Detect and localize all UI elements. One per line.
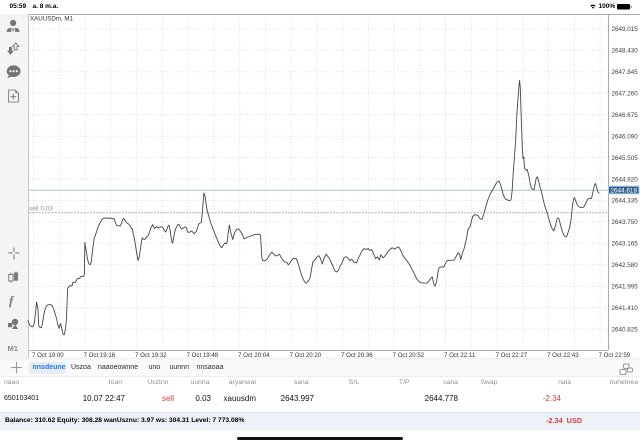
svg-text:7 Oct 20:20: 7 Oct 20:20 bbox=[290, 352, 322, 359]
svg-text:7 Oct 22:11: 7 Oct 22:11 bbox=[444, 352, 476, 359]
svg-text:2641.410: 2641.410 bbox=[612, 305, 639, 312]
svg-text:2646.090: 2646.090 bbox=[612, 133, 639, 140]
svg-text:XAUUSDm, M1: XAUUSDm, M1 bbox=[30, 16, 74, 23]
svg-text:2643.165: 2643.165 bbox=[612, 241, 639, 248]
svg-text:sell 0.03: sell 0.03 bbox=[29, 206, 53, 213]
svg-text:2646.675: 2646.675 bbox=[612, 112, 639, 119]
svg-text:2640.825: 2640.825 bbox=[612, 326, 639, 333]
svg-text:2649.015: 2649.015 bbox=[612, 26, 639, 33]
svg-text:2644.920: 2644.920 bbox=[612, 176, 639, 183]
svg-text:7 Oct 20:52: 7 Oct 20:52 bbox=[393, 352, 425, 359]
svg-text:2643.750: 2643.750 bbox=[612, 219, 639, 226]
svg-text:2648.430: 2648.430 bbox=[612, 48, 639, 55]
svg-text:7 Oct 19:00: 7 Oct 19:00 bbox=[32, 352, 64, 359]
svg-text:2641.995: 2641.995 bbox=[612, 284, 639, 291]
svg-text:2647.845: 2647.845 bbox=[612, 69, 639, 76]
svg-text:7 Oct 19:16: 7 Oct 19:16 bbox=[84, 352, 116, 359]
svg-text:2647.260: 2647.260 bbox=[612, 90, 639, 97]
svg-text:7 Oct 22:43: 7 Oct 22:43 bbox=[547, 352, 579, 359]
svg-text:7 Oct 22:27: 7 Oct 22:27 bbox=[496, 352, 528, 359]
svg-text:2644.335: 2644.335 bbox=[612, 198, 639, 205]
svg-text:7 Oct 20:04: 7 Oct 20:04 bbox=[238, 352, 270, 359]
svg-text:7 Oct 19:48: 7 Oct 19:48 bbox=[187, 352, 219, 359]
svg-text:7 Oct 20:36: 7 Oct 20:36 bbox=[341, 352, 373, 359]
svg-text:7 Oct 22:59: 7 Oct 22:59 bbox=[599, 352, 631, 359]
svg-text:7 Oct 19:32: 7 Oct 19:32 bbox=[135, 352, 167, 359]
svg-text:2644.618: 2644.618 bbox=[610, 187, 637, 194]
svg-text:2645.505: 2645.505 bbox=[612, 155, 639, 162]
svg-text:2642.580: 2642.580 bbox=[612, 262, 639, 269]
